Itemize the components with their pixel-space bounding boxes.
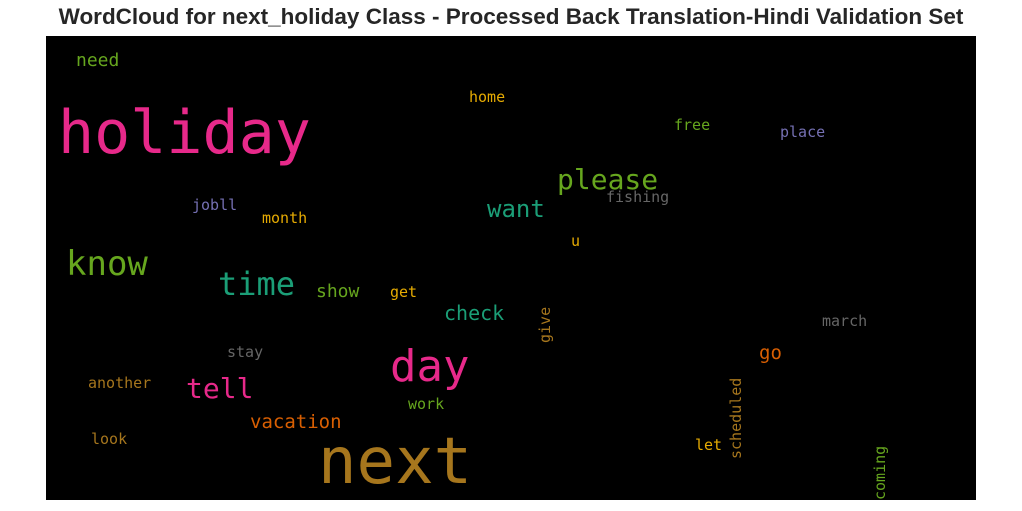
word-free: free bbox=[674, 116, 710, 134]
word-check: check bbox=[444, 301, 504, 325]
chart-title: WordCloud for next_holiday Class - Proce… bbox=[58, 4, 964, 29]
word-look: look bbox=[91, 430, 127, 448]
word-tell: tell bbox=[186, 372, 253, 405]
wordcloud-canvas: next holiday day know time please tell want chec… bbox=[46, 36, 976, 500]
word-month: month bbox=[262, 209, 307, 227]
word-place: place bbox=[780, 123, 825, 141]
wordcloud-svg: next holiday day know time please tell want chec… bbox=[58, 50, 889, 500]
word-vacation: vacation bbox=[250, 411, 342, 433]
word-coming: coming bbox=[871, 446, 889, 500]
word-fishing: fishing bbox=[606, 188, 669, 206]
word-stay: stay bbox=[227, 343, 263, 361]
word-next: next bbox=[318, 425, 472, 499]
word-jobll: jobll bbox=[192, 196, 237, 214]
word-work: work bbox=[408, 395, 444, 413]
word-please: please bbox=[557, 163, 658, 196]
word-go: go bbox=[759, 342, 782, 364]
word-home: home bbox=[469, 88, 505, 106]
word-show: show bbox=[316, 281, 360, 302]
word-want: want bbox=[487, 195, 545, 223]
word-time: time bbox=[218, 265, 295, 303]
word-get: get bbox=[390, 283, 417, 301]
word-march: march bbox=[822, 312, 867, 330]
word-day: day bbox=[390, 341, 469, 392]
word-u: u bbox=[571, 232, 580, 250]
word-another: another bbox=[88, 374, 151, 392]
word-holiday: holiday bbox=[58, 98, 311, 168]
word-give: give bbox=[536, 307, 554, 343]
word-need: need bbox=[76, 50, 119, 71]
word-scheduled: scheduled bbox=[727, 378, 745, 459]
word-let: let bbox=[695, 436, 722, 454]
word-know: know bbox=[66, 244, 148, 284]
